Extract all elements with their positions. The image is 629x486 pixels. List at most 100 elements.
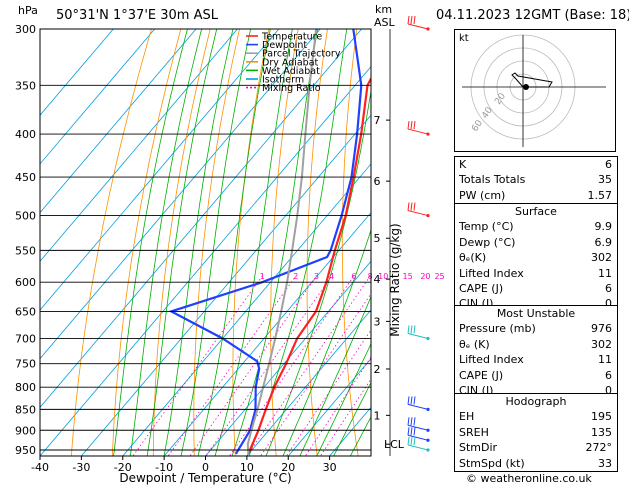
wind-barb-flag [410,15,413,25]
pressure-tick-label: 400 [15,128,36,141]
x-axis-title: Dewpoint / Temperature (°C) [119,471,291,485]
wind-barb-origin [426,27,430,31]
index-label: Totals Totals [459,173,526,187]
index-value: 35 [598,173,612,187]
wind-barb-staff [407,210,429,217]
hodograph-row: StmSpd (kt) 33 [455,456,617,471]
dry-adiabat-line [341,29,359,456]
pressure-tick-label: 700 [15,332,36,345]
surface-value: 6.9 [594,235,613,249]
x-tick-label: 20 [281,461,295,474]
surface-value: 302 [591,251,612,265]
most-unstable-label: CAPE (J) [459,368,504,382]
pressure-tick-label: 600 [15,276,36,289]
wind-barb-flag [413,202,416,211]
surface-table: Surface Temp (°C) 9.9 Dewp (°C) 6.9 θₑ(K) 3… [454,203,618,313]
wet-adiabat-line [316,342,371,456]
most-unstable-value: 11 [598,353,612,367]
wind-barb-flag [407,417,410,426]
surface-label: CAPE (J) [459,281,504,295]
wind-barb-origin [426,438,430,442]
wind-barb-staff [407,403,429,410]
km-tick-label: 4 [374,273,381,286]
mixing-ratio-label: 25 [434,272,444,281]
wind-barb-staff [407,128,429,135]
surface-value: 6 [605,281,612,295]
surface-row: CAPE (J) 6 [455,281,617,296]
most-unstable-row: θₑ (K) 302 [455,337,617,352]
wind-barb-flag [413,121,416,130]
wind-barb-flag [413,396,416,405]
isotherm-line [40,29,321,360]
pressure-tick-label: 450 [15,171,36,184]
x-tick-label: -40 [31,461,49,474]
legend-label: Dry Adiabat [262,57,319,68]
legend-label: Dewpoint [262,40,307,51]
isotherm-line [40,29,238,262]
most-unstable-value: 0 [605,383,612,397]
isotherm-line [40,29,114,116]
hodograph-table: Hodograph EH 195 SREH 135 StmDir 272° StmSp… [454,393,618,472]
wind-barb-flag [407,325,410,334]
index-row: PW (cm) 1.57 [455,188,617,203]
most-unstable-table: Most Unstable Pressure (mb) 976 θₑ (K) 302… [454,305,618,400]
index-label: PW (cm) [459,188,506,202]
wind-barb-flag [410,427,413,436]
isotherm-line [163,212,371,456]
x-tick-label: -10 [155,461,173,474]
x-tick-label: -30 [72,461,90,474]
wind-barb-staff [407,332,429,339]
plot-frame [39,28,372,457]
hodograph-row: StmDir 272° [455,440,617,455]
wind-barb-flag [410,202,413,211]
wind-barb-origin [426,428,430,432]
hodograph-value: 135 [591,425,612,439]
most-unstable-row: Pressure (mb) 976 [455,321,617,336]
asl-axis-label: ASL [374,16,395,29]
legend-label: Temperature [261,32,322,43]
surface-value: 0 [605,297,612,311]
hodograph-row: SREH 135 [455,425,617,440]
hodograph-label: SREH [459,425,489,439]
mixing-ratio-label: 4 [329,272,334,281]
wind-barb-origin [426,448,430,452]
background-lines [40,29,371,456]
km-tick-label: 2 [374,363,381,376]
legend-label: Parcel Trajectory [262,49,341,60]
pressure-tick-label: 850 [15,403,36,416]
hodograph-storm-motion-marker [523,84,529,90]
station-location: 50°31'N 1°37'E 30m ASL [56,8,218,23]
wind-barb-flag [413,325,416,334]
most-unstable-value: 976 [591,322,612,336]
wet-adiabat-line [265,88,371,456]
hpa-axis-label: hPa [18,4,38,17]
mixing-ratio-label: 1 [260,272,265,281]
hodograph-label: StmDir [459,441,498,455]
surface-row: Dewp (°C) 6.9 [455,235,617,250]
legend-label: Isotherm [262,75,304,86]
hodograph-unit-label: kt [459,33,469,44]
pressure-tick-label: 750 [15,358,36,371]
isotherm-line [40,65,371,456]
surface-label: Temp (°C) [459,220,514,234]
mixing-ratio-line [229,275,355,456]
wet-adiabat-line [333,381,371,456]
wind-barb-staff [407,424,429,431]
hodograph-trace [511,72,553,88]
mixing-ratio-line [319,378,371,456]
x-tick-label: 0 [202,461,209,474]
hodograph-label: EH [459,410,475,424]
km-tick-label: 1 [374,409,381,422]
dewpoint-line [168,29,363,455]
wind-barb-staff [407,444,429,451]
wind-barb-origin [426,407,430,411]
most-unstable-title: Most Unstable [496,307,576,320]
pressure-tick-label: 950 [15,444,36,457]
mixing-ratio-label: 3 [314,272,319,281]
copyright-footer: © weatheronline.co.uk [466,472,592,485]
isotherm-line [80,114,371,456]
wind-barb-flag [407,121,410,130]
km-tick-label: 3 [374,315,381,328]
mixing-ratio-line [246,275,371,456]
